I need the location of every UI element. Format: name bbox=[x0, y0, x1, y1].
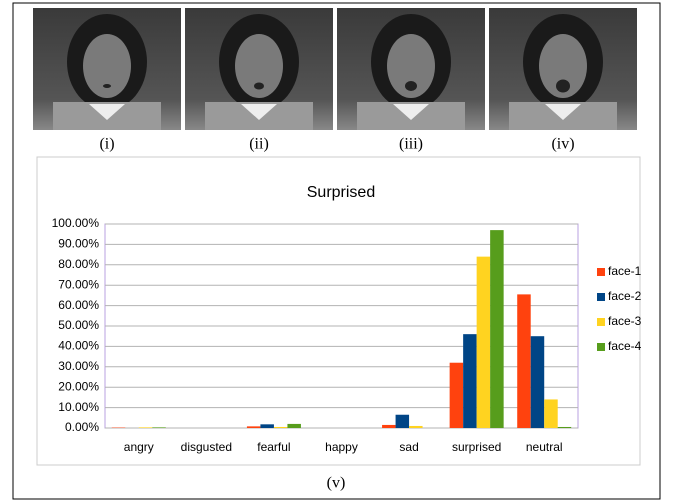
x-tick-label: fearful bbox=[257, 440, 290, 454]
chart-title: Surprised bbox=[307, 184, 375, 201]
y-tick-label: 100.00% bbox=[52, 216, 100, 230]
mouth bbox=[405, 81, 417, 91]
bar bbox=[490, 230, 504, 428]
y-tick-label: 60.00% bbox=[58, 298, 99, 312]
legend-swatch bbox=[597, 268, 605, 276]
bar bbox=[409, 426, 423, 428]
x-tick-label: sad bbox=[399, 440, 418, 454]
bar bbox=[274, 427, 288, 428]
bar bbox=[247, 426, 261, 428]
bar bbox=[152, 427, 166, 428]
panel-label: (i) bbox=[99, 136, 114, 153]
face-photo bbox=[185, 8, 333, 130]
y-tick-label: 50.00% bbox=[58, 318, 99, 332]
y-tick-label: 70.00% bbox=[58, 277, 99, 291]
bar bbox=[396, 415, 410, 428]
x-tick-label: surprised bbox=[452, 440, 501, 454]
bar bbox=[544, 399, 558, 428]
panel-label: (iv) bbox=[551, 136, 574, 153]
face bbox=[83, 34, 131, 98]
y-tick-label: 80.00% bbox=[58, 257, 99, 271]
y-tick-label: 40.00% bbox=[58, 339, 99, 353]
bar bbox=[450, 363, 464, 428]
bar bbox=[558, 427, 572, 428]
legend-swatch bbox=[597, 343, 605, 351]
photo-row bbox=[33, 8, 637, 130]
mouth bbox=[254, 83, 264, 90]
face-photo bbox=[489, 8, 637, 130]
figure: Surprised (v) (i) (ii) (iii) (iv) 0.00% 10.00… bbox=[0, 0, 673, 502]
y-tick-label: 10.00% bbox=[58, 400, 99, 414]
x-tick-label: happy bbox=[325, 440, 358, 454]
x-tick-label: disgusted bbox=[181, 440, 232, 454]
face-photo bbox=[337, 8, 485, 130]
bar bbox=[463, 334, 477, 428]
x-tick-label: angry bbox=[124, 440, 154, 454]
bar bbox=[531, 336, 545, 428]
legend-label: face-3 bbox=[608, 314, 642, 328]
face-photo bbox=[33, 8, 181, 130]
x-tick-label: neutral bbox=[526, 440, 563, 454]
bar bbox=[382, 425, 396, 428]
y-tick-label: 30.00% bbox=[58, 359, 99, 373]
mouth bbox=[103, 84, 111, 88]
page: {"figure": {"panels": ["(i)", "(ii)", "(… bbox=[0, 0, 673, 502]
bar bbox=[517, 294, 531, 428]
bar bbox=[477, 257, 491, 428]
legend-label: face-1 bbox=[608, 264, 642, 278]
legend-label: face-4 bbox=[608, 339, 642, 353]
legend-swatch bbox=[597, 293, 605, 301]
y-tick-label: 20.00% bbox=[58, 379, 99, 393]
bar bbox=[287, 424, 301, 428]
bar bbox=[139, 427, 153, 428]
bar bbox=[260, 424, 274, 428]
mouth bbox=[556, 80, 570, 93]
caption: (v) bbox=[327, 475, 346, 492]
panel-label: (iii) bbox=[399, 136, 423, 153]
y-tick-label: 90.00% bbox=[58, 237, 99, 251]
y-tick-label: 0.00% bbox=[65, 420, 99, 434]
panel-label: (ii) bbox=[249, 136, 269, 153]
legend-label: face-2 bbox=[608, 289, 642, 303]
legend-swatch bbox=[597, 318, 605, 326]
